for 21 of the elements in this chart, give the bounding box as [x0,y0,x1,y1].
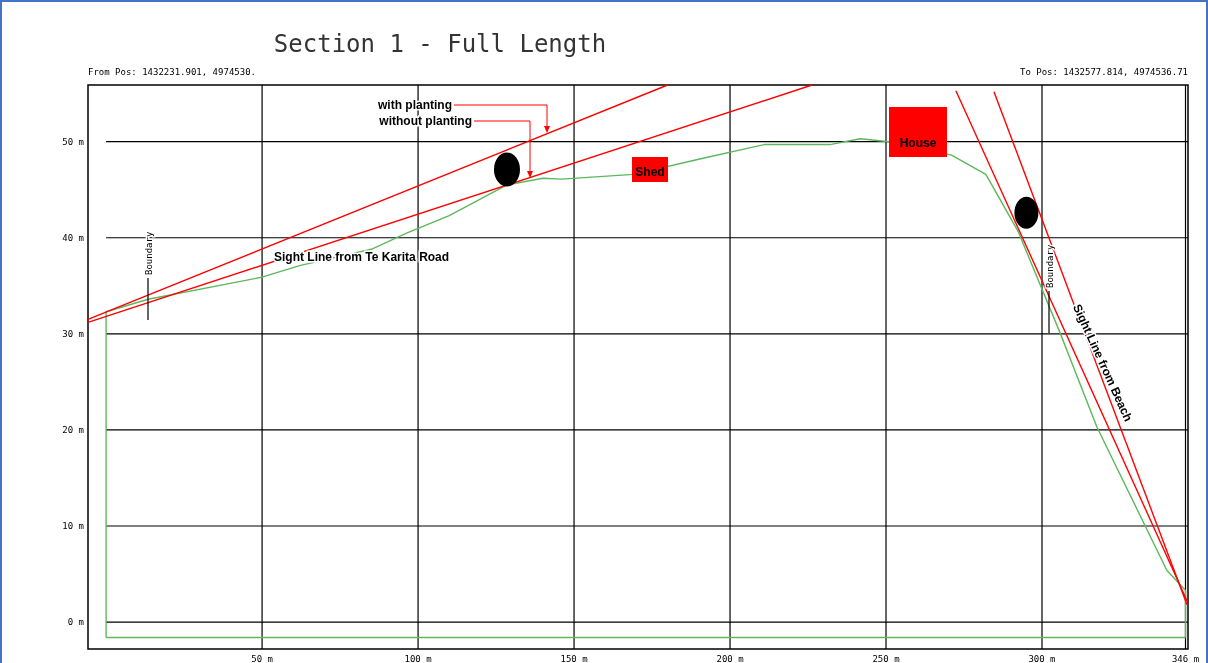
x-tick-label: 200 m [716,654,744,663]
y-tick-label: 40 m [62,232,84,243]
annotation: Shed [635,165,665,179]
text: From Pos: 1432231.901, 4974530. [88,67,256,77]
annotation: House [899,136,937,150]
y-tick-label: 10 m [62,521,84,532]
text: To Pos: 1432577.814, 4974536.71 [1020,67,1188,77]
x-tick-label: 150 m [560,654,588,663]
annotation: Boundary [1045,244,1055,288]
x-tick-label: 300 m [1028,654,1056,663]
x-tick-label: 100 m [404,654,432,663]
x-tick-label: 250 m [872,654,900,663]
y-tick-label: 20 m [62,424,84,435]
annotation: Boundary [144,231,154,275]
y-tick-label: 50 m [62,136,84,147]
y-tick-label: 30 m [62,328,84,339]
y-tick-label: 0 m [67,617,84,628]
annotation: Sight Line from Beach [1070,301,1136,424]
x-tick-label: 50 m [251,654,273,663]
x-tick-label: 346 m [1171,654,1200,663]
chart-title: Section 1 - Full Length [273,30,607,58]
